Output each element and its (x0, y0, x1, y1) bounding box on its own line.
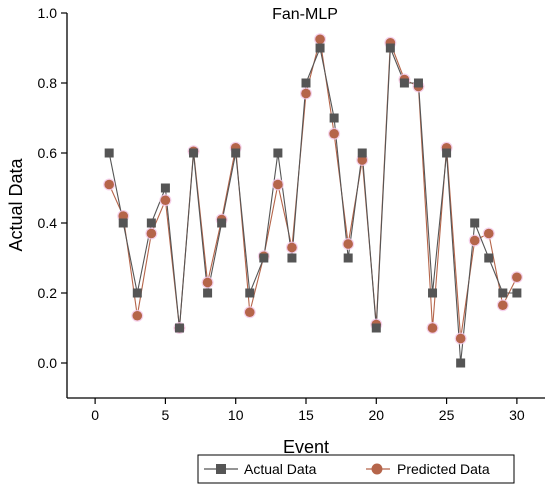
x-tick-label: 5 (162, 407, 170, 423)
actual-data-point (174, 323, 184, 333)
legend-marker-predicted (371, 463, 383, 475)
predicted-data-point (469, 235, 480, 246)
predicted-data-point (244, 307, 255, 318)
predicted-data-point (104, 179, 114, 190)
x-tick-label: 10 (228, 407, 244, 423)
actual-data-point (428, 288, 438, 298)
y-tick-label: 0.8 (38, 75, 58, 91)
predicted-data-point (273, 179, 283, 190)
actual-data-point (231, 148, 241, 158)
legend-marker-actual (216, 464, 226, 474)
actual-data-point (371, 323, 381, 333)
actual-data-point (287, 253, 297, 263)
actual-data-point (442, 148, 452, 158)
actual-data-point (132, 288, 142, 298)
predicted-data-point (118, 211, 129, 221)
x-tick-label: 30 (509, 407, 525, 423)
y-tick-label: 0.0 (38, 355, 58, 371)
x-tick-label: 0 (91, 407, 99, 423)
y-tick-label: 0.4 (38, 215, 58, 231)
legend-label-actual: Actual Data (244, 461, 317, 477)
predicted-data-point (202, 277, 213, 288)
predicted-data-point (427, 323, 438, 333)
actual-data-point (217, 218, 227, 228)
actual-data-point (413, 78, 423, 88)
actual-data-point (245, 288, 255, 298)
actual-data-point (259, 253, 269, 263)
actual-data-point (189, 148, 199, 158)
series-line-actual (108, 46, 517, 364)
actual-data-point (203, 288, 213, 298)
actual-data-point (357, 148, 367, 158)
actual-data-point (301, 78, 311, 88)
series-layer (103, 33, 523, 368)
actual-data-point (343, 253, 353, 263)
x-tick-label: 15 (298, 407, 314, 423)
axes (66, 13, 545, 399)
predicted-data-point (301, 88, 311, 99)
actual-data-point (315, 43, 325, 53)
y-tick-label: 0.2 (38, 285, 58, 301)
ticks: 0.0 0.2 0.4 0.6 0.8 1.0 0 5 10 15 20 25 30 (38, 5, 525, 423)
predicted-data-point (315, 34, 325, 45)
y-tick-label: 0.6 (38, 145, 58, 161)
predicted-data-point (146, 228, 157, 239)
actual-data-point (160, 183, 170, 193)
legend-label-predicted: Predicted Data (397, 461, 490, 477)
actual-data-point (273, 148, 283, 158)
predicted-data-point (287, 242, 297, 253)
x-axis-title: Event (283, 437, 329, 457)
actual-data-point (118, 218, 128, 228)
actual-data-point (484, 253, 494, 263)
actual-data-point (470, 218, 480, 228)
x-tick-label: 20 (369, 407, 385, 423)
chart-title: Fan-MLP (272, 6, 338, 23)
actual-data-point (512, 288, 522, 298)
legend-box (197, 454, 515, 484)
predicted-data-point (160, 195, 171, 206)
predicted-data-point (455, 333, 466, 344)
predicted-data-point (512, 272, 522, 283)
predicted-data-point (357, 155, 368, 165)
y-tick-label: 1.0 (38, 5, 58, 21)
predicted-data-point (329, 128, 339, 139)
predicted-data-point (498, 300, 508, 311)
actual-data-point (498, 288, 508, 298)
actual-data-point (104, 148, 114, 158)
x-tick-label: 25 (439, 407, 455, 423)
actual-data-point (456, 358, 466, 368)
actual-data-point (399, 78, 409, 88)
predicted-data-point (132, 310, 143, 321)
actual-data-point (329, 113, 339, 123)
predicted-data-point (483, 228, 494, 239)
actual-data-point (146, 218, 156, 228)
predicted-data-point (343, 239, 353, 249)
legend: Actual Data Predicted Data (197, 454, 515, 484)
y-axis-title: Actual Data (6, 157, 26, 251)
actual-data-point (385, 43, 395, 53)
